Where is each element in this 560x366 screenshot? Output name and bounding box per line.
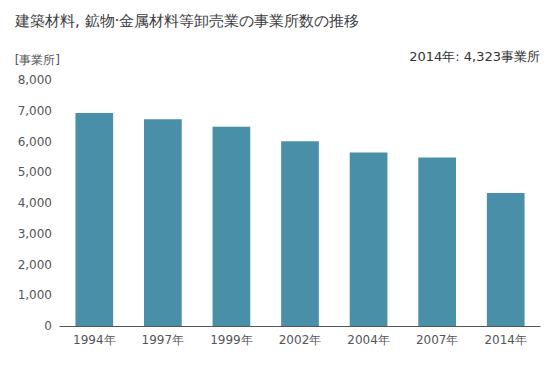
svg-text:1999年: 1999年 (210, 333, 253, 347)
svg-text:[事業所]: [事業所] (15, 53, 60, 67)
svg-text:2002年: 2002年 (279, 333, 322, 347)
svg-text:2,000: 2,000 (18, 258, 52, 272)
svg-text:3,000: 3,000 (18, 227, 52, 241)
svg-text:2004年: 2004年 (347, 333, 390, 347)
svg-text:0: 0 (44, 319, 52, 333)
svg-text:8,000: 8,000 (18, 73, 52, 87)
svg-text:7,000: 7,000 (18, 104, 52, 118)
svg-text:1,000: 1,000 (18, 288, 52, 302)
svg-text:6,000: 6,000 (18, 135, 52, 149)
svg-text:5,000: 5,000 (18, 165, 52, 179)
svg-text:4,000: 4,000 (18, 196, 52, 210)
svg-text:建築材料, 鉱物·金属材料等卸売業の事業所数の推移: 建築材料, 鉱物·金属材料等卸売業の事業所数の推移 (14, 12, 359, 30)
svg-text:2014年: 2014年 (484, 333, 527, 347)
svg-text:2007年: 2007年 (416, 333, 459, 347)
svg-text:2014年: 4,323事業所: 2014年: 4,323事業所 (409, 49, 540, 64)
svg-text:1997年: 1997年 (142, 333, 185, 347)
svg-text:1994年: 1994年 (73, 333, 116, 347)
